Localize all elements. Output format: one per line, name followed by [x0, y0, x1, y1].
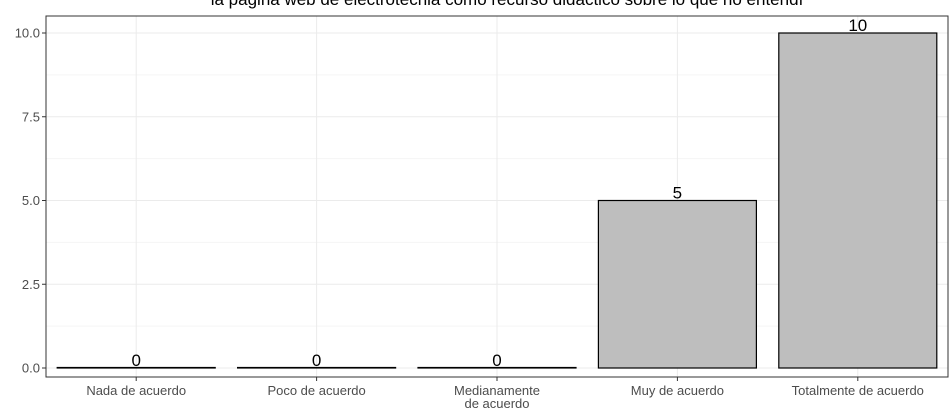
bar — [417, 366, 577, 369]
bar — [56, 366, 216, 369]
y-axis: 0.0 2.5 5.0 7.5 10.0 — [15, 26, 46, 376]
x-tick-label-line: Medianamente — [454, 383, 540, 398]
data-label: 0 — [312, 351, 321, 370]
x-tick-label: Poco de acuerdo — [267, 383, 365, 398]
data-labels: 0 0 0 5 10 — [131, 16, 867, 370]
y-tick-label: 0.0 — [22, 361, 40, 376]
chart-title: la página web de electrotecnia como recu… — [211, 0, 804, 9]
x-tick-label: Nada de acuerdo — [86, 383, 186, 398]
x-tick-label-line: Poco de acuerdo — [267, 383, 365, 398]
y-tick-label: 10.0 — [15, 26, 40, 41]
bar — [778, 32, 938, 369]
data-label: 0 — [492, 351, 501, 370]
x-axis: Nada de acuerdo Poco de acuerdo Medianamen… — [86, 377, 924, 411]
x-tick-label-line: Muy de acuerdo — [631, 383, 724, 398]
x-tick-label-line: Totalmente de acuerdo — [792, 383, 924, 398]
bar — [237, 366, 397, 369]
x-tick-label: Totalmente de acuerdo — [792, 383, 924, 398]
bars — [56, 32, 938, 369]
bar — [597, 199, 758, 369]
data-label: 0 — [131, 351, 140, 370]
y-tick-label: 2.5 — [22, 277, 40, 292]
x-tick-label: Muy de acuerdo — [631, 383, 724, 398]
y-tick-label: 7.5 — [22, 109, 40, 124]
x-tick-label-line: Nada de acuerdo — [86, 383, 186, 398]
x-tick-label: Medianamente de acuerdo — [454, 383, 540, 411]
x-tick-label-line: de acuerdo — [464, 396, 529, 411]
data-label: 5 — [673, 184, 682, 203]
y-tick-label: 5.0 — [22, 193, 40, 208]
data-label: 10 — [848, 16, 867, 35]
